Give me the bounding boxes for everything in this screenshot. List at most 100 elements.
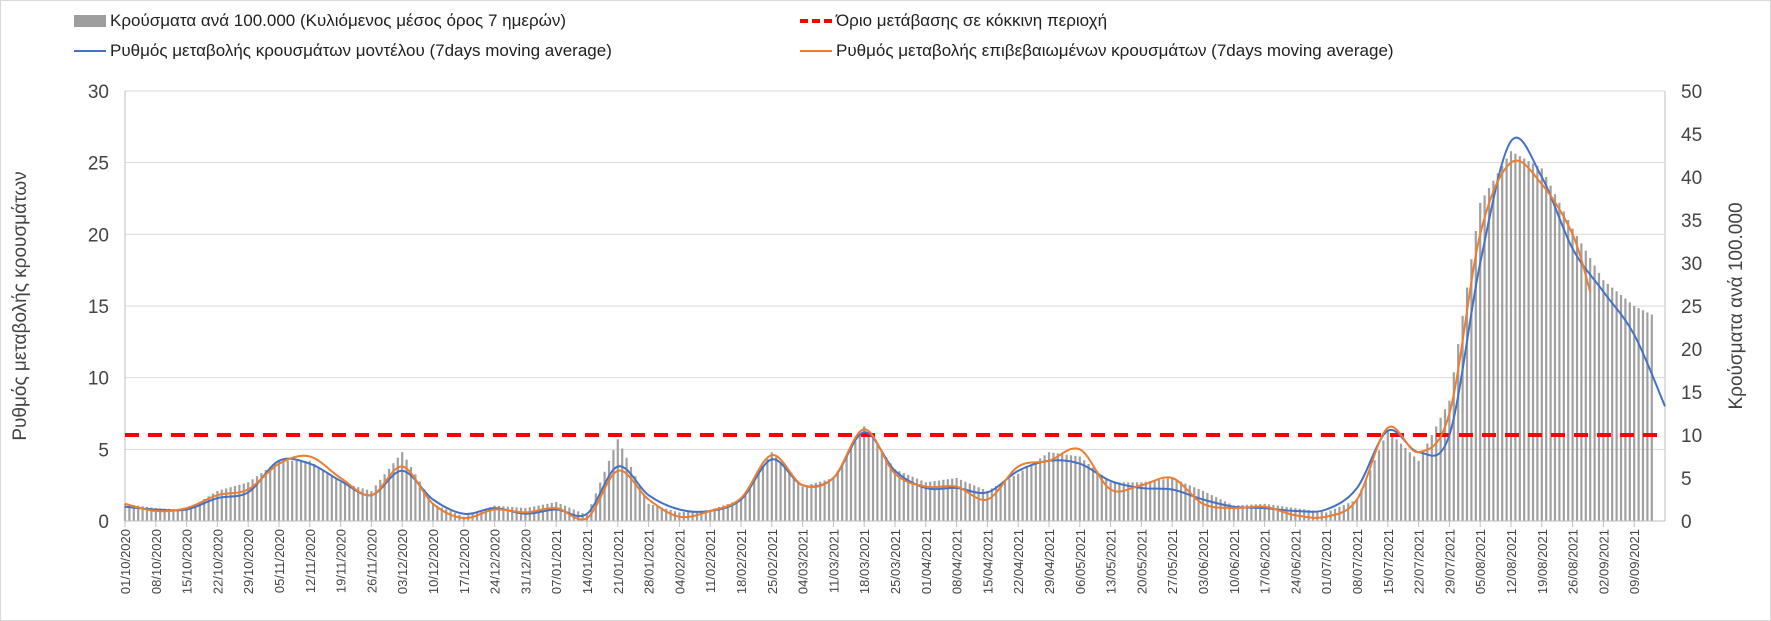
bar [1536,165,1539,521]
bar [1628,302,1631,521]
bar [370,490,373,521]
bar [726,503,729,521]
bar [1369,470,1372,521]
bar [1479,202,1482,522]
bar [1201,490,1205,521]
x-tick-label: 12/11/2020 [303,529,318,593]
bar [1061,454,1064,521]
bar [1518,156,1521,521]
bar [1232,505,1235,521]
bar [832,478,835,521]
bar [1523,158,1526,522]
bar [1307,509,1310,521]
x-tick-label: 28/01/2021 [642,529,657,594]
bar [920,480,923,521]
bar [1179,481,1183,521]
bar [915,478,919,521]
bar [1540,168,1543,521]
bar [1474,231,1477,522]
bar [1509,151,1513,521]
y-left-axis-title: Ρυθμός μεταβολής κρουσμάτων [10,171,31,440]
bar [990,488,993,521]
bar [1501,165,1504,521]
bar [163,508,166,521]
bar [198,501,201,521]
bar [893,469,897,521]
bar [225,488,228,521]
y-right-tick-label: 35 [1681,211,1702,232]
y-left-tick-label: 10 [88,369,109,390]
bar [1527,161,1530,521]
bar [1140,482,1143,521]
bar [321,470,325,521]
bar [669,509,672,521]
bar [1461,315,1464,521]
x-tick-label: 12/08/2021 [1504,529,1519,594]
bar [546,503,549,521]
y-right-tick-label: 5 [1681,469,1692,490]
x-tick-label: 29/04/2021 [1042,529,1057,594]
bar [1135,482,1139,521]
bar [493,505,496,521]
x-tick-label: 03/06/2021 [1196,529,1211,594]
confirmed-rate-line [124,159,1592,521]
bar [387,468,391,521]
bar [220,489,223,521]
bar [1237,505,1240,521]
bar [1391,435,1394,521]
bar [1505,158,1508,522]
x-tick-label: 15/07/2021 [1381,529,1396,594]
bar [137,505,140,521]
bar [981,489,985,521]
x-tick-label: 19/08/2021 [1535,529,1550,594]
bar [1184,483,1187,521]
bar [722,505,725,521]
bar [1223,501,1227,521]
bar [1487,188,1491,522]
bar [379,479,382,521]
bar [1219,499,1222,521]
bar [603,471,606,521]
bar [1377,450,1381,521]
bar [348,484,351,521]
bar [506,506,509,521]
bar [814,482,817,521]
bar [304,460,307,521]
bar [423,489,426,521]
bar [1047,452,1051,521]
bar [1043,455,1046,521]
legend-confirmed: Ρυθμός μεταβολής επιβεβαιωμένων κρουσμάτ… [800,41,1394,61]
bar [1166,478,1169,521]
x-tick-label: 26/08/2021 [1566,529,1581,594]
y-left-tick-label: 30 [88,82,109,103]
bar [427,496,430,521]
axes [124,91,1666,527]
legend-threshold: Όριο μετάβασης σε κόκκινη περιοχή [800,11,1107,31]
x-tick-label: 02/09/2021 [1596,529,1611,594]
legend-bars: Κρούσματα ανά 100.000 (Κυλιόμενος μέσος … [74,11,566,31]
x-tick-label: 20/05/2021 [1134,529,1149,594]
bar [317,466,320,521]
bar [634,476,637,521]
bar [1452,372,1455,521]
x-tick-label: 29/10/2020 [241,529,256,594]
bar [849,448,853,521]
bar [1606,283,1609,521]
bar [1589,258,1592,521]
bar [713,508,716,521]
bar [484,508,487,521]
x-tick-label: 05/08/2021 [1473,529,1488,594]
bar [656,506,659,521]
bar [550,502,553,521]
bar [616,439,619,521]
bar [629,466,633,521]
bar [1602,280,1605,521]
bar [1052,452,1055,521]
bar [537,505,540,521]
bar [559,503,562,521]
bar [1034,461,1037,521]
bar [489,507,492,521]
bar [1021,470,1024,521]
bar [731,502,734,521]
model-rate-line [124,136,1666,518]
